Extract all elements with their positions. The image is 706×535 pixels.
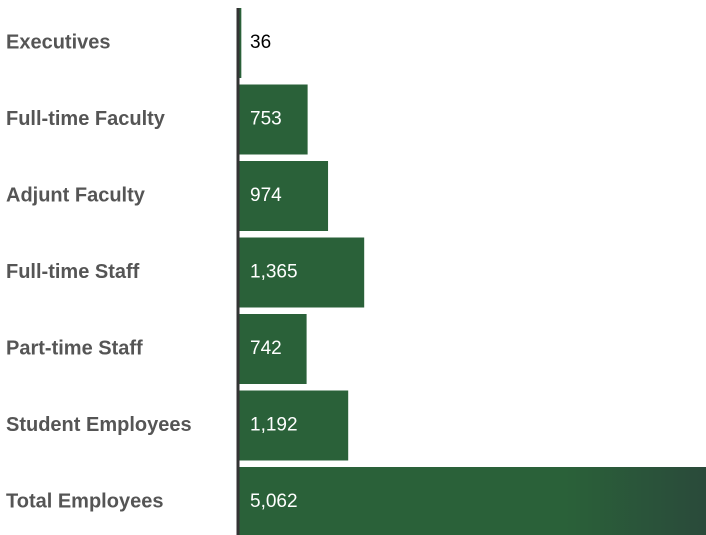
category-label: Full-time Faculty	[6, 108, 166, 130]
category-label: Part-time Staff	[6, 337, 143, 359]
category-label: Executives	[6, 31, 111, 53]
bar	[238, 237, 365, 308]
bar	[238, 467, 706, 535]
category-label: Total Employees	[6, 490, 163, 512]
bar	[238, 314, 307, 384]
value-label: 5,062	[250, 491, 298, 512]
bar	[238, 84, 308, 155]
value-label: 1,192	[250, 415, 298, 436]
value-label: 1,365	[250, 262, 298, 283]
category-label: Adjunt Faculty	[6, 184, 146, 206]
bar	[238, 161, 329, 231]
value-label: 753	[250, 109, 282, 130]
value-label: 742	[250, 338, 282, 359]
value-label: 974	[250, 185, 282, 206]
category-label: Student Employees	[6, 414, 192, 436]
value-label: 36	[250, 32, 271, 53]
category-label: Full-time Staff	[6, 261, 140, 283]
bar	[238, 8, 242, 78]
bar	[238, 390, 349, 461]
